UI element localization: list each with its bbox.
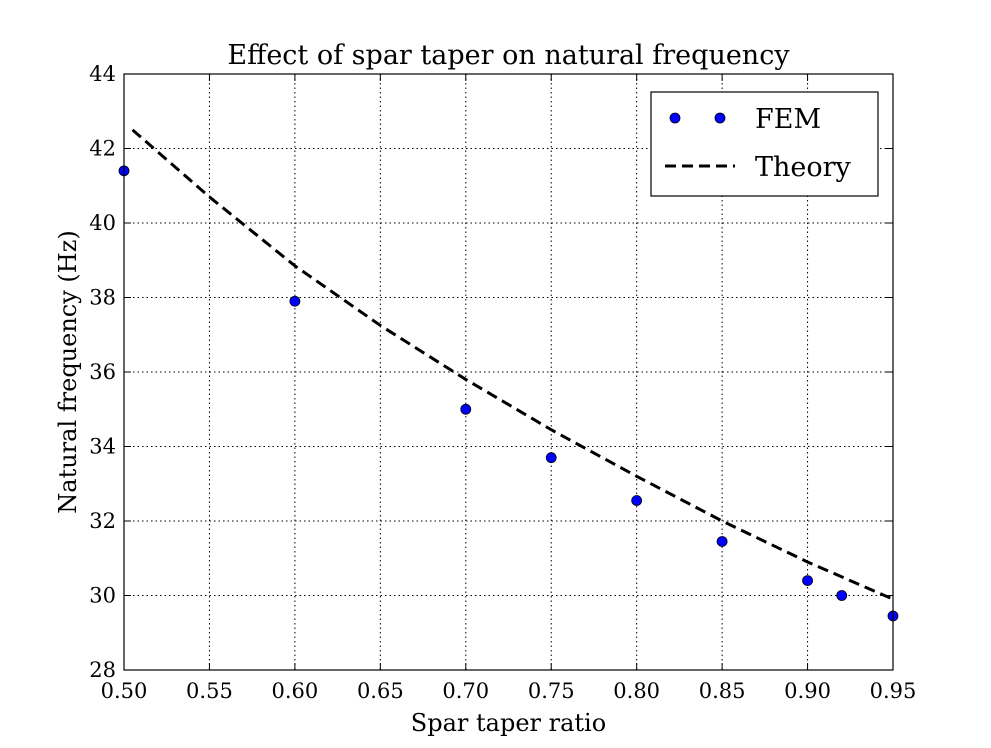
theory-line (131, 128, 894, 601)
legend-box (650, 91, 879, 197)
y-tick-label: 40 (89, 211, 116, 235)
y-tick-label: 44 (89, 62, 116, 86)
y-tick-label: 36 (89, 360, 116, 384)
x-tick-label: 0.55 (186, 679, 233, 703)
x-tick-label: 0.85 (699, 679, 746, 703)
legend: FEM Theory (650, 91, 879, 197)
fem-point (545, 452, 557, 464)
fem-point (460, 403, 472, 415)
fem-point (716, 536, 728, 547)
x-tick-label: 0.50 (101, 679, 148, 703)
legend-fem-marker (714, 112, 726, 124)
x-tick-label: 0.60 (272, 679, 319, 703)
axis-ticks: 0.50 0.55 0.60 0.65 0.70 0.75 0.80 0.85 0.90 0.95… (89, 62, 916, 703)
y-axis-label: Natural frequency (Hz) (54, 230, 82, 513)
legend-fem-marker (669, 112, 681, 124)
plot-area (118, 128, 899, 622)
y-tick-label: 34 (89, 435, 116, 459)
x-tick-label: 0.70 (442, 679, 489, 703)
y-tick-label: 30 (89, 584, 116, 608)
fem-point (289, 295, 301, 307)
fem-point (836, 590, 848, 601)
plot-frame (123, 73, 894, 671)
legend-fem-label: FEM (755, 104, 821, 135)
y-tick-label: 32 (89, 509, 116, 533)
x-tick-label: 0.75 (528, 679, 575, 703)
x-tick-label: 0.90 (784, 679, 831, 703)
x-axis-label: Spar taper ratio (411, 709, 606, 737)
x-tick-label: 0.80 (613, 679, 660, 703)
chart-title: Effect of spar taper on natural frequenc… (227, 40, 790, 71)
x-tick-label: 0.95 (870, 679, 917, 703)
x-tick-label: 0.65 (357, 679, 404, 703)
fem-point (631, 495, 643, 506)
y-tick-label: 42 (89, 137, 116, 161)
fem-point (802, 575, 813, 586)
y-tick-label: 38 (89, 286, 116, 310)
y-tick-label: 28 (89, 658, 116, 682)
legend-theory-label: Theory (755, 152, 852, 183)
